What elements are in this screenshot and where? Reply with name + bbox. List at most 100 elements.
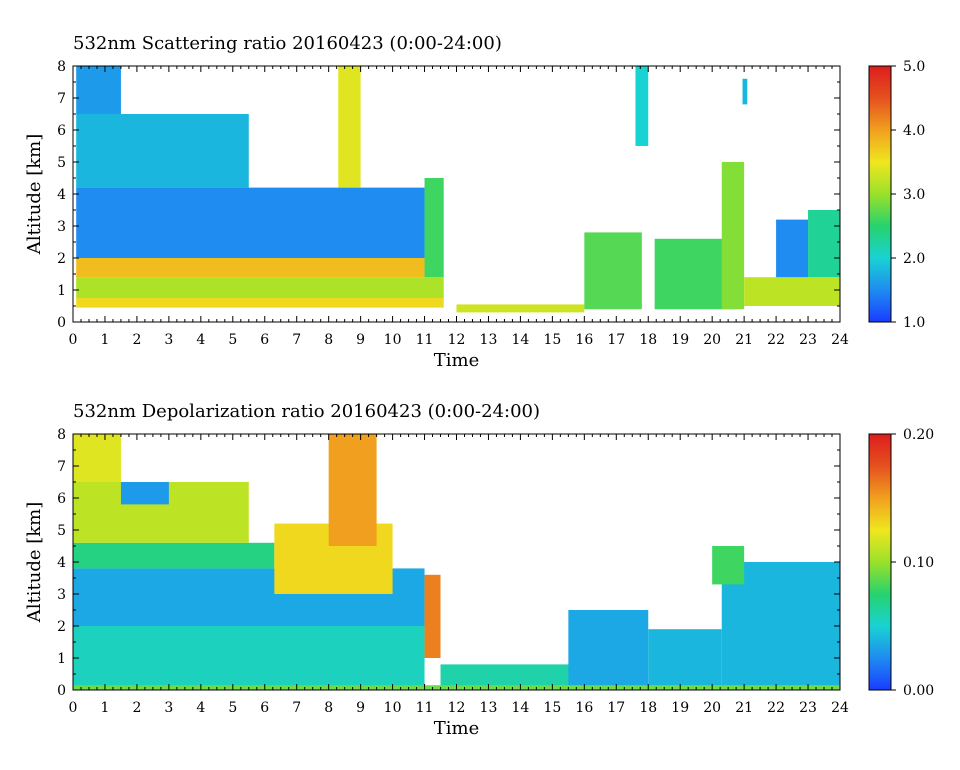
chart-title: 532nm Scattering ratio 20160423 (0:00-24… [73,33,502,54]
scattering-ratio-chart: 532nm Scattering ratio 20160423 (0:00-24… [24,33,925,371]
x-tick-label: 7 [292,700,301,716]
x-tick-label: 17 [607,700,625,716]
x-tick-label: 18 [639,700,657,716]
y-tick-label: 3 [57,587,66,603]
colorbar-tick-label: 0.20 [903,427,934,443]
depolarization-ratio-panel: 532nm Depolarization ratio 20160423 (0:0… [0,368,960,753]
heatmap-regions [76,66,840,313]
heatmap-cell [338,66,361,188]
x-tick-label: 23 [799,700,817,716]
heatmap-cell [648,629,722,690]
x-tick-label: 3 [164,332,173,348]
heatmap-cell [73,626,425,690]
x-tick-label: 17 [607,332,625,348]
x-tick-label: 24 [831,700,849,716]
x-tick-label: 10 [384,332,402,348]
x-tick-label: 0 [69,700,78,716]
y-tick-label: 4 [57,555,66,571]
x-tick-label: 19 [671,332,689,348]
y-tick-label: 2 [57,619,66,635]
x-tick-label: 1 [100,700,109,716]
x-tick-label: 0 [69,332,78,348]
x-tick-label: 24 [831,332,849,348]
heatmap-cell [76,258,425,278]
x-tick-label: 13 [480,332,498,348]
x-tick-label: 8 [324,332,333,348]
x-tick-label: 12 [448,700,466,716]
colorbar-tick-label: 2.0 [903,251,925,267]
heatmap-cell [808,210,840,278]
y-tick-label: 2 [57,251,66,267]
y-tick-label: 5 [57,523,66,539]
x-tick-label: 2 [132,700,141,716]
colorbar-tick-label: 0.10 [903,555,934,571]
heatmap-cell [76,277,444,298]
heatmap-cell [73,434,121,482]
heatmap-cell [120,482,169,505]
x-tick-label: 11 [416,700,434,716]
heatmap-cell [424,574,441,658]
y-tick-label: 6 [57,123,66,139]
x-tick-label: 12 [448,332,466,348]
heatmap-cell [328,434,377,546]
heatmap-cell [76,66,121,114]
x-tick-label: 22 [767,332,785,348]
heatmap-regions [73,434,840,690]
y-tick-label: 5 [57,155,66,171]
heatmap-cell [568,610,649,690]
x-tick-label: 14 [512,332,530,348]
x-tick-label: 9 [356,332,365,348]
y-tick-label: 1 [57,283,66,299]
x-tick-label: 16 [575,332,593,348]
heatmap-cell [73,542,275,569]
heatmap-cell [424,178,444,278]
heatmap-cell [76,187,425,258]
x-tick-label: 15 [543,700,561,716]
y-tick-label: 0 [57,683,66,699]
colorbar-tick-label: 3.0 [903,187,925,203]
x-tick-label: 4 [196,700,205,716]
x-tick-label: 6 [260,332,269,348]
heatmap-cell [721,162,745,310]
x-tick-label: 8 [324,700,333,716]
heatmap-cell [635,66,649,146]
x-tick-label: 13 [480,700,498,716]
x-tick-label: 21 [735,332,753,348]
heatmap-cell [742,78,748,105]
y-tick-label: 1 [57,651,66,667]
colorbar [868,65,892,323]
x-axis-label: Time [434,350,479,371]
x-tick-label: 23 [799,332,817,348]
x-tick-label: 20 [703,332,721,348]
heatmap-cell [456,304,585,313]
colorbar-tick-label: 4.0 [903,123,925,139]
x-tick-label: 4 [196,332,205,348]
y-axis-label: Altitude [km] [24,502,45,624]
x-tick-label: 15 [543,332,561,348]
x-tick-label: 11 [416,332,434,348]
y-tick-label: 7 [57,91,66,107]
colorbar-tick-label: 1.0 [903,315,925,331]
x-tick-label: 21 [735,700,753,716]
heatmap-cell [76,114,249,188]
x-tick-label: 5 [228,332,237,348]
colorbar-tick-label: 0.00 [903,683,934,699]
chart-title: 532nm Depolarization ratio 20160423 (0:0… [73,401,540,422]
x-tick-label: 22 [767,700,785,716]
x-tick-label: 14 [512,700,530,716]
y-tick-label: 7 [57,459,66,475]
colorbar-tick-label: 5.0 [903,59,925,75]
x-tick-label: 16 [575,700,593,716]
y-tick-label: 8 [57,427,66,443]
heatmap-cell [776,219,809,278]
x-tick-label: 6 [260,700,269,716]
heatmap-cell [584,232,642,310]
heatmap-cell [712,546,745,585]
y-tick-label: 4 [57,187,66,203]
x-tick-label: 19 [671,700,689,716]
x-tick-label: 10 [384,700,402,716]
y-tick-label: 3 [57,219,66,235]
x-axis-label: Time [434,718,479,739]
depolarization-ratio-chart: 532nm Depolarization ratio 20160423 (0:0… [24,401,934,739]
x-tick-label: 5 [228,700,237,716]
